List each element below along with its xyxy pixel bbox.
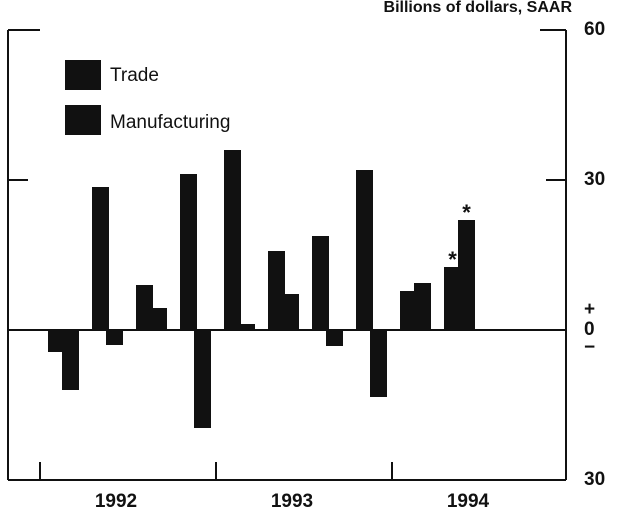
- bar: [312, 236, 329, 330]
- bar: [92, 187, 109, 330]
- y-tick-label: 30: [584, 169, 605, 190]
- y-tick-label: 60: [584, 19, 605, 40]
- bar: [180, 174, 197, 330]
- x-tick-label: 1992: [95, 491, 137, 512]
- bar: [326, 330, 343, 346]
- legend-swatch: [65, 60, 101, 90]
- bar: [106, 330, 123, 345]
- bar: [400, 291, 417, 330]
- bar: [150, 308, 167, 330]
- bar: [444, 267, 461, 330]
- zero-sign: −: [584, 337, 595, 358]
- bar: [458, 220, 475, 330]
- bar: [194, 330, 211, 428]
- legend-swatch: [65, 105, 101, 135]
- annotation: *: [448, 247, 457, 272]
- y-tick-label: 0: [584, 319, 595, 340]
- bar: [62, 330, 79, 390]
- bar: [414, 283, 431, 330]
- zero-sign: +: [584, 299, 595, 320]
- legend-label: Trade: [110, 65, 159, 86]
- bar: [224, 150, 241, 330]
- bar: [370, 330, 387, 397]
- x-tick-label: 1994: [447, 491, 490, 512]
- y-tick-label: 30: [584, 469, 605, 490]
- bar: [356, 170, 373, 330]
- bar: [282, 294, 299, 330]
- legend-label: Manufacturing: [110, 112, 230, 133]
- bar: [48, 330, 65, 352]
- x-tick-label: 1993: [271, 491, 313, 512]
- unit-label: Billions of dollars, SAAR: [384, 0, 573, 16]
- annotation: *: [462, 200, 471, 225]
- bar: [238, 324, 255, 330]
- bar: [136, 285, 153, 330]
- bar: [268, 251, 285, 330]
